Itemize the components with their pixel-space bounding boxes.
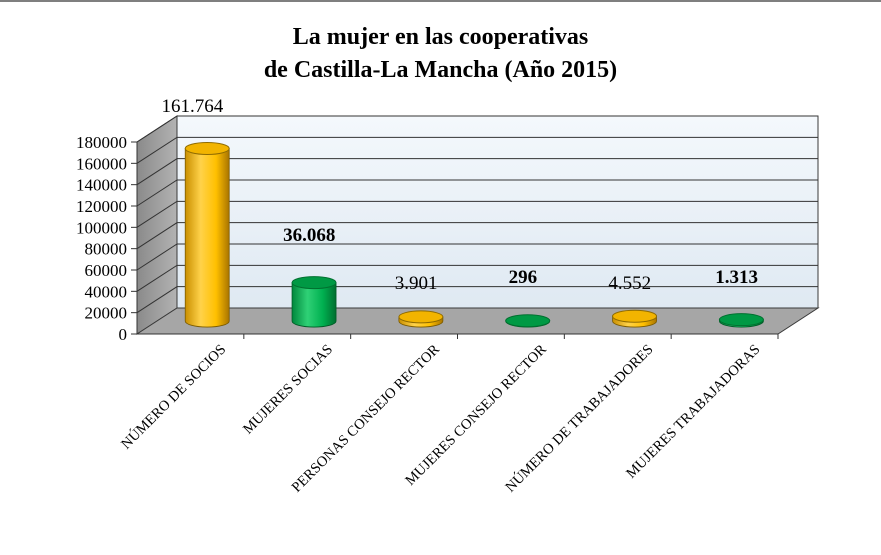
y-tick-label: 80000	[85, 240, 128, 259]
chart-title-line-2: de Castilla-La Mancha (Año 2015)	[263, 57, 618, 83]
bar-5	[612, 309, 658, 328]
data-label: 4.552	[608, 273, 651, 294]
gridline	[136, 264, 818, 292]
y-tick-label: 20000	[85, 304, 128, 323]
data-label: 296	[509, 267, 538, 288]
category-label: NÚMERO DE SOCIOS	[118, 341, 230, 453]
y-tick-label: 60000	[85, 261, 128, 280]
bar-2	[291, 276, 337, 328]
bar-3	[398, 310, 444, 328]
bar-1	[184, 142, 230, 328]
gridline	[136, 115, 818, 143]
y-tick-label: 140000	[76, 176, 127, 195]
gridline	[136, 136, 818, 164]
bar-top	[718, 313, 764, 327]
y-tick-label: 100000	[76, 218, 127, 237]
bar-top	[291, 276, 337, 290]
floor	[135, 307, 820, 335]
category-label: MUJERES SOCIAS	[240, 342, 336, 438]
bar-top	[612, 309, 658, 323]
y-tick-label: 180000	[76, 133, 127, 152]
data-label: 1.313	[715, 267, 758, 288]
gridline	[136, 222, 818, 250]
data-label: 36.068	[283, 225, 335, 246]
data-label: 3.901	[395, 273, 438, 294]
gridline	[136, 200, 818, 228]
gridline	[136, 243, 818, 271]
bar-top	[398, 310, 444, 324]
bar-body	[184, 148, 230, 328]
y-tick-label: 120000	[76, 197, 127, 216]
bar-6	[718, 313, 764, 328]
side-wall	[136, 115, 178, 335]
y-tick-label: 0	[119, 325, 128, 344]
data-label: 161.764	[162, 96, 224, 117]
y-tick-label: 160000	[76, 154, 127, 173]
chart-title-line-1: La mujer en las cooperativas	[292, 24, 589, 50]
gridline	[136, 158, 818, 186]
bar-top	[184, 142, 230, 156]
bar-4	[505, 314, 551, 328]
bar-body	[291, 282, 337, 328]
bar-top	[505, 314, 551, 328]
y-tick-label: 40000	[85, 282, 128, 301]
gridline	[136, 286, 818, 314]
gridline	[136, 179, 818, 207]
